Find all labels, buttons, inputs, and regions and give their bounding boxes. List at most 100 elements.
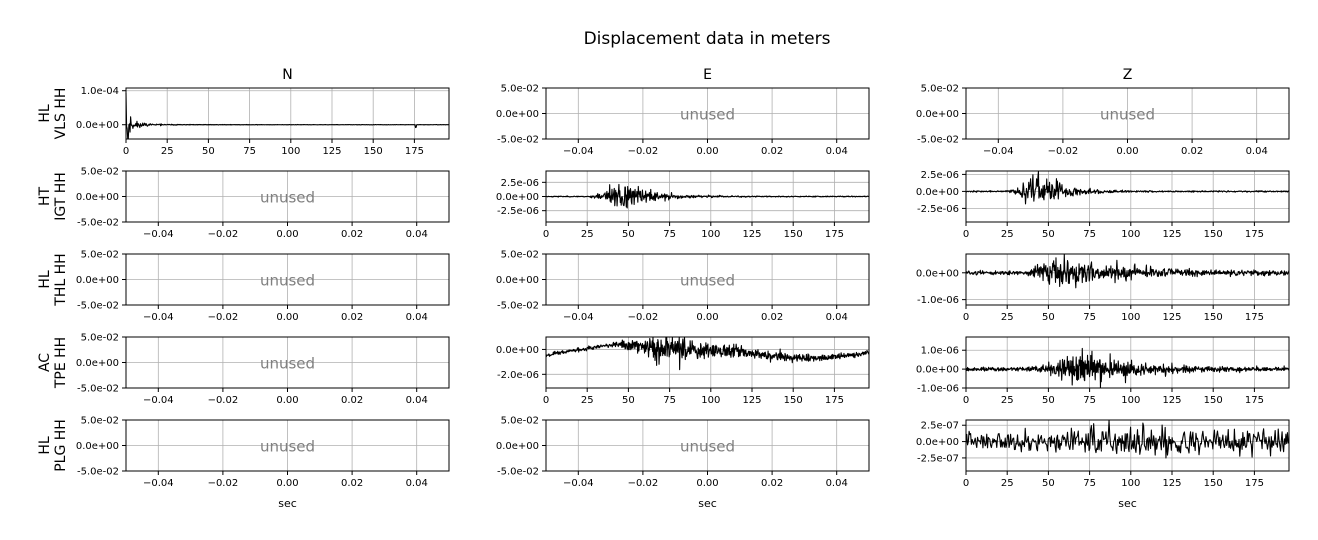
x-tick-label: 0.00 [276, 395, 298, 406]
x-tick-label: 150 [1204, 229, 1223, 240]
unused-label: unused [260, 438, 315, 456]
x-tick-label: 0.00 [696, 478, 718, 489]
waveform-trace [545, 336, 870, 371]
row-label-line: AC [37, 353, 53, 372]
y-tick-label: 5.0e-02 [501, 84, 539, 95]
y-tick-label: 0.0e+00 [916, 268, 959, 279]
x-tick-label: 125 [1162, 312, 1181, 323]
x-tick-label: 0 [963, 229, 969, 240]
x-tick-label: −0.04 [143, 229, 174, 240]
x-tick-label: 100 [1121, 229, 1140, 240]
y-tick-label: 0.0e+00 [496, 192, 539, 203]
x-tick-label: 150 [364, 146, 383, 157]
y-tick-label: -5.0e-02 [497, 467, 539, 478]
unused-label: unused [1100, 106, 1155, 124]
x-tick-label: −0.02 [628, 478, 659, 489]
x-tick-label: 175 [825, 395, 844, 406]
x-axis-label: sec [278, 497, 297, 510]
x-tick-label: 25 [1001, 395, 1014, 406]
x-tick-label: 175 [405, 146, 424, 157]
x-tick-label: 0 [123, 146, 129, 157]
y-tick-label: -1.0e-06 [917, 295, 959, 306]
x-tick-label: 0.04 [406, 229, 428, 240]
y-tick-label: 2.5e-06 [921, 170, 959, 181]
y-tick-label: -5.0e-02 [917, 135, 959, 146]
x-tick-label: 0.00 [696, 312, 718, 323]
panel: unused −0.04 −0.02 0.00 0.02 0.04 5.0e-02 0.0e+… [496, 84, 870, 157]
y-tick-label: -2.5e-07 [917, 453, 959, 464]
y-tick-label: -2.5e-06 [497, 206, 539, 217]
x-tick-label: 50 [1042, 478, 1055, 489]
row-label-line: HT [37, 187, 53, 207]
y-tick-label: 5.0e-02 [81, 416, 119, 427]
x-tick-label: 100 [281, 146, 300, 157]
y-tick-label: 5.0e-02 [501, 416, 539, 427]
panel: unused −0.04 −0.02 0.00 0.02 0.04 5.0e-02 0.0e+… [916, 84, 1290, 157]
row-label: ACTPE HH [37, 337, 69, 389]
x-tick-label: 75 [663, 395, 676, 406]
row-label-line: VLS HH [53, 88, 69, 140]
y-tick-label: -5.0e-02 [497, 301, 539, 312]
row-label-line: HL [37, 436, 53, 455]
waveform-trace [965, 347, 1290, 389]
panel: 0 25 50 75 100 125 150 175 1.0e-04 0.0e+00 [76, 86, 450, 157]
x-tick-label: 100 [1121, 478, 1140, 489]
x-tick-label: 50 [622, 395, 635, 406]
x-tick-label: 0 [963, 478, 969, 489]
x-tick-label: 50 [202, 146, 215, 157]
x-tick-label: 150 [784, 229, 803, 240]
y-tick-label: -5.0e-02 [77, 384, 119, 395]
y-tick-label: 5.0e-02 [81, 167, 119, 178]
y-tick-label: 0.0e+00 [76, 358, 119, 369]
unused-label: unused [680, 272, 735, 290]
x-tick-label: −0.04 [143, 395, 174, 406]
panel: 0 25 50 75 100 125 150 175 0.0e+00 -1.0e-06 [916, 253, 1290, 323]
x-tick-label: 0.04 [1246, 146, 1268, 157]
axes-frame [965, 336, 1290, 389]
x-tick-label: 25 [161, 146, 174, 157]
x-tick-label: −0.02 [208, 395, 239, 406]
y-tick-label: 5.0e-02 [81, 333, 119, 344]
x-tick-label: 75 [663, 229, 676, 240]
x-tick-label: −0.04 [563, 312, 594, 323]
y-tick-label: 0.0e+00 [916, 109, 959, 120]
axes-frame [965, 253, 1290, 306]
y-tick-label: 1.0e-04 [81, 86, 119, 97]
x-tick-label: 0.04 [406, 395, 428, 406]
x-tick-label: 0 [543, 395, 549, 406]
x-tick-label: 50 [1042, 229, 1055, 240]
row-label-line: IGT HH [53, 172, 69, 221]
x-tick-label: 100 [701, 229, 720, 240]
panel: unused −0.04 −0.02 0.00 0.02 0.04 5.0e-02 0.0e+… [496, 416, 870, 510]
row-label-line: PLG HH [53, 419, 69, 472]
panel: 0 25 50 75 100 125 150 175 1.0e-06 0.0e+00 -1.0e-0… [916, 336, 1290, 406]
waveform-trace [965, 419, 1290, 459]
x-tick-label: 0.04 [826, 146, 848, 157]
x-tick-label: 0.02 [761, 146, 783, 157]
x-tick-label: −0.02 [1048, 146, 1079, 157]
y-tick-label: 0.0e+00 [76, 441, 119, 452]
y-tick-label: 2.5e-06 [501, 178, 539, 189]
row-label-line: TPE HH [53, 337, 69, 389]
x-tick-label: −0.02 [208, 229, 239, 240]
x-tick-label: 175 [1245, 478, 1264, 489]
row-label: HTIGT HH [37, 172, 69, 221]
row-label-line: HL [37, 104, 53, 123]
x-tick-label: 0 [963, 312, 969, 323]
x-axis-label: sec [1118, 497, 1137, 510]
y-tick-label: 0.0e+00 [496, 109, 539, 120]
row-label-line: HL [37, 270, 53, 289]
axes-frame [545, 336, 870, 389]
x-tick-label: 0.00 [276, 229, 298, 240]
x-tick-label: 175 [1245, 395, 1264, 406]
x-tick-label: 150 [1204, 478, 1223, 489]
y-tick-label: -5.0e-02 [77, 301, 119, 312]
x-tick-label: 150 [1204, 395, 1223, 406]
x-tick-label: −0.02 [208, 312, 239, 323]
axes-frame [965, 419, 1290, 472]
x-tick-label: 0.04 [826, 312, 848, 323]
x-tick-label: 125 [742, 229, 761, 240]
y-tick-label: -5.0e-02 [77, 467, 119, 478]
x-tick-label: 150 [784, 395, 803, 406]
